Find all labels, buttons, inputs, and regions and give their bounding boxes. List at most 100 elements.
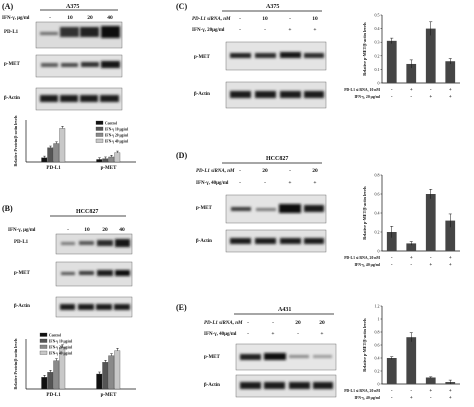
panel-a-dose-4: 40 [107, 15, 113, 21]
panel-e-cond1-label: PD-L1 siRNA, nM [204, 321, 243, 326]
panel-c-cond1-2: 10 [262, 16, 268, 22]
panel-d-cond1-1: - [239, 168, 241, 174]
chart-b-bar-0-2 [53, 360, 60, 390]
panel-c-cond2-label: IFN-γ, 20μg/ml [192, 28, 225, 33]
blot-c-actin [225, 81, 327, 109]
chart-b-legend-swatch-0 [39, 332, 48, 337]
panel-e-cond2-label: IFN-γ, 40μg/ml [204, 332, 237, 337]
chart-d-ytick-2: 0.4 [375, 211, 380, 216]
panel-e-cond1-3: 20 [295, 320, 301, 326]
chart-e-y-label: Relative p-MET/β-actin levels [362, 318, 367, 372]
chart-c-cond2-0: - [391, 95, 393, 100]
chart-a-legend-label-0: Control [105, 121, 117, 125]
panel-c-cond1-label: PD-L1 siRNA, nM [192, 17, 231, 22]
panel-c-cond2-1: - [239, 27, 241, 33]
chart-b-legend-swatch-1 [39, 338, 48, 343]
panel-e-chart: 0 0.2 0.4 0.6 0.8 1 1.2 Relative p-MET/β-actin … [344, 304, 460, 401]
panel-d-cell-line: HCC827 [266, 156, 288, 162]
chart-c-bar-0 [386, 40, 397, 83]
chart-d-ytick-1: 0.2 [375, 230, 380, 235]
chart-d-cond1-label: PD-L1 si RNA, 20 nM [344, 256, 380, 260]
chart-b-bar-1-0 [96, 373, 103, 390]
panel-a-row-3: β-Actin [4, 96, 20, 101]
blot-e-pmet [235, 343, 337, 371]
chart-c-ytick-0: 0 [378, 81, 380, 86]
panel-e-cond1-2: - [272, 320, 274, 326]
chart-b-legend-swatch-3 [39, 350, 48, 355]
panel-d-cond1-label: PD-L1 siRNA, nM [196, 169, 235, 174]
chart-a-bar-0-2 [53, 143, 60, 163]
chart-a-bar-1-3 [114, 152, 121, 163]
chart-d-cond1-0: - [391, 256, 393, 261]
chart-d-cond2-1: - [410, 263, 412, 268]
chart-b-legend-label-0: Control [49, 333, 61, 337]
chart-d-cond2-0: - [391, 263, 393, 268]
chart-b-bar-0-1 [47, 372, 54, 390]
chart-e-cond2-2: - [430, 396, 432, 401]
chart-c-cond2-2: + [429, 95, 432, 100]
chart-e-ytick-3: 0.6 [375, 343, 380, 348]
panel-d-chart: 0 0.2 0.4 0.6 0.8 Relative p-MET/β-actin leve… [344, 173, 460, 268]
chart-d-ytick-0: 0 [378, 249, 380, 254]
chart-c-cond1-1: + [410, 88, 413, 93]
chart-a-bar-0-3 [59, 128, 66, 163]
chart-d-cond1-3: + [449, 256, 452, 261]
chart-a-legend-label-3: IFN-γ 40 μg/ml [105, 139, 128, 143]
panel-e-row-1: p-MET [204, 355, 221, 360]
chart-b-tick-1: p-MET [101, 393, 118, 398]
chart-e-ytick-2: 0.4 [375, 356, 380, 361]
chart-e-ytick-4: 0.8 [375, 330, 380, 335]
panel-b-dose-label: IFN-γ, μg/ml [8, 228, 36, 233]
chart-b-bar-1-2 [108, 355, 115, 390]
chart-c-cond1-label: PD-L1 si RNA, 10 nM [344, 88, 380, 92]
chart-d-ytick-4: 0.8 [375, 173, 380, 178]
panel-e-cond2-3: - [297, 331, 299, 337]
panel-b: (B) HCC827 IFN-γ, μg/ml - 10 20 40 PD-L1… [2, 204, 136, 398]
chart-b-bar-1-1 [102, 362, 109, 390]
blot-a-pdl1 [35, 21, 123, 49]
chart-d-cond2-label: IFN-γ, 40 μg/ml [354, 263, 380, 267]
chart-e-bar-0 [386, 358, 397, 384]
chart-b-bar-1-3 [114, 350, 121, 390]
chart-a-legend-swatch-1 [95, 126, 104, 131]
chart-c-ytick-5: 0.5 [375, 13, 380, 18]
panel-a-dose-3: 20 [87, 15, 93, 21]
chart-b-legend-label-2: IFN-γ 20 μg/ml [49, 345, 72, 349]
chart-a-legend-swatch-3 [95, 138, 104, 143]
panel-e-row-2: β-Actin [204, 383, 220, 388]
chart-a-y-label: Relative Protein/β-actin levels [13, 115, 18, 166]
panel-e-cell-line: A431 [278, 307, 291, 313]
chart-d-cond1-1: + [410, 256, 413, 261]
panel-d-cond1-4: 20 [312, 168, 318, 174]
panel-d: (D) HCC827 PD-L1 siRNA, nM - 20 - 20 IFN… [176, 151, 460, 268]
chart-e-cond2-0: - [391, 396, 393, 401]
blot-b-actin [55, 296, 133, 318]
panel-c-label: (C) [176, 2, 187, 11]
blot-a-pmet [35, 54, 123, 78]
chart-e-cond1-2: + [429, 389, 432, 394]
chart-c-cond2-label: IFN-γ, 20 μg/ml [354, 95, 380, 99]
blot-b-pmet [55, 261, 133, 287]
panel-d-cond1-3: - [289, 168, 291, 174]
blot-a-actin [35, 87, 123, 111]
blot-b-pdl1 [55, 233, 133, 255]
panel-d-label: (D) [176, 151, 187, 160]
panel-b-dose-1: - [67, 227, 69, 233]
panel-e-cond2-2: + [271, 331, 274, 337]
chart-c-ytick-3: 0.3 [375, 40, 380, 45]
chart-c-bar-1 [406, 63, 417, 83]
panel-a: (A) A375 IFN-γ, μg/ml - 10 20 40 PD-L1 p… [2, 2, 136, 171]
chart-d-cond1-2: - [430, 256, 432, 261]
chart-c-bar-2 [425, 28, 436, 84]
chart-c-bar-3 [445, 61, 456, 83]
chart-d-bar-2 [425, 194, 436, 251]
blot-e-actin [235, 374, 337, 398]
panel-d-row-2: β-Actin [196, 239, 212, 244]
panel-b-cell-line: HCC827 [76, 209, 98, 215]
panel-a-dose-label: IFN-γ, μg/ml [2, 16, 30, 21]
panel-b-row-2: p-MET [14, 271, 31, 276]
blot-c-pmet [225, 41, 327, 71]
chart-c-ytick-1: 0.1 [375, 67, 380, 72]
panel-c-row-1: p-MET [194, 55, 211, 60]
chart-e-ytick-0: 0 [378, 382, 380, 387]
